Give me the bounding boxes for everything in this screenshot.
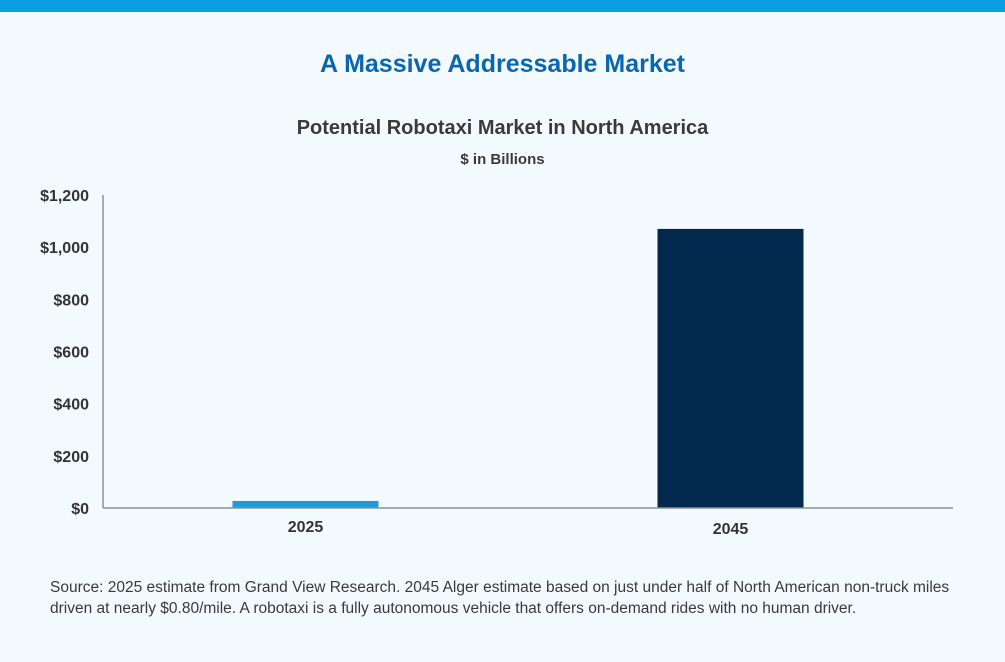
y-tick-label: $1,200 <box>40 188 89 205</box>
y-tick-label: $800 <box>53 292 89 309</box>
y-tick-label: $1,000 <box>40 240 89 257</box>
x-tick-label: 2025 <box>288 519 324 536</box>
bar-2025 <box>232 500 379 508</box>
source-note: Source: 2025 estimate from Grand View Re… <box>50 579 950 617</box>
page-headline: A Massive Addressable Market <box>320 50 685 78</box>
chart-title: Potential Robotaxi Market in North Ameri… <box>296 117 709 139</box>
bar-2045 <box>657 228 804 509</box>
top-accent-bar <box>0 0 1005 12</box>
chart-subtitle: $ in Billions <box>460 151 545 168</box>
y-tick-label: $400 <box>53 397 89 414</box>
y-tick-label: $600 <box>53 345 89 362</box>
y-tick-label: $200 <box>53 449 89 466</box>
x-tick-label: 2045 <box>713 521 749 538</box>
y-tick-label: $0 <box>71 501 89 518</box>
